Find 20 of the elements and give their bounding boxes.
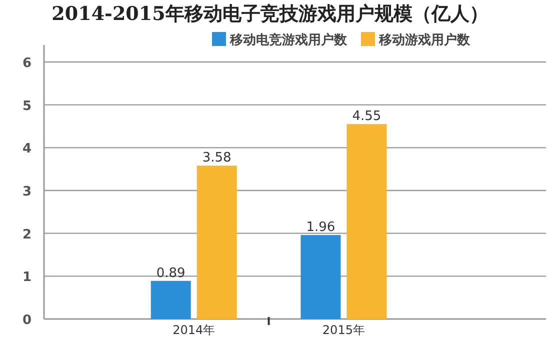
y-tick-label: 1 (22, 270, 32, 286)
legend-label: 移动游戏用户数 (378, 32, 471, 48)
data-label: 4.55 (352, 109, 382, 124)
data-label: 1.96 (306, 220, 336, 236)
legend-label: 移动电竞游戏用户数 (229, 32, 348, 48)
y-tick-label: 0 (22, 313, 32, 328)
y-tick-label: 5 (22, 98, 32, 114)
bar (300, 235, 341, 319)
title: 2014-2015年移动电子竞技游戏用户规模（亿人） (52, 3, 488, 25)
y-tick-label: 2 (22, 227, 32, 242)
y-tick-label: 3 (22, 184, 32, 200)
x-tick-label: 2014年 (172, 323, 216, 337)
data-label: 3.58 (202, 150, 232, 166)
bar (150, 280, 191, 319)
bar (346, 124, 387, 319)
y-tick-label: 4 (22, 142, 32, 157)
bar (196, 166, 237, 319)
data-label: 0.89 (156, 266, 186, 281)
y-tick-label: 6 (22, 56, 32, 71)
x-tick-label: 2015年 (322, 323, 365, 337)
